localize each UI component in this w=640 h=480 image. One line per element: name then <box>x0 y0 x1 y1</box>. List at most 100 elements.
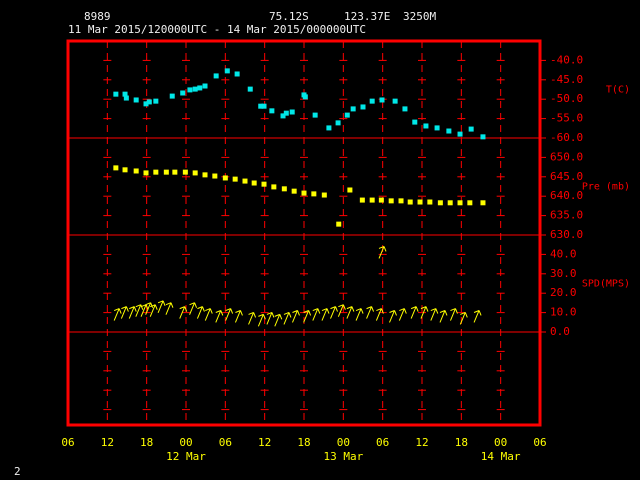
x-tick-label: 12 <box>258 436 271 449</box>
y-tick-label: -50.0 <box>550 92 583 105</box>
point <box>212 173 218 179</box>
y-tick-label: -40.0 <box>550 53 583 66</box>
point <box>261 181 267 187</box>
x-tick-label: 12 <box>101 436 114 449</box>
wind-arrow <box>266 311 275 325</box>
y-tick-label: 0.0 <box>550 325 570 338</box>
wind-arrow <box>165 302 174 315</box>
wind-arrow <box>303 310 312 323</box>
wind-arrow <box>257 313 266 327</box>
y-axis-label: Pre (mb) <box>582 182 630 193</box>
point <box>192 86 198 92</box>
point <box>321 192 327 198</box>
point <box>468 126 474 132</box>
point <box>123 95 129 101</box>
x-tick-label: 06 <box>376 436 389 449</box>
point <box>398 198 404 204</box>
point <box>392 98 398 104</box>
point <box>437 200 443 206</box>
wind-arrow <box>473 310 482 323</box>
point <box>457 200 463 206</box>
point <box>271 184 277 190</box>
point <box>146 99 152 105</box>
y-tick-label: -45.0 <box>550 73 583 86</box>
period: 11 Mar 2015/120000UTC - 14 Mar 2015/0000… <box>68 23 366 36</box>
point <box>242 178 248 184</box>
wind-arrow <box>375 308 384 321</box>
point <box>153 98 159 104</box>
wind-arrow <box>135 304 144 317</box>
y-tick-label: 645.0 <box>550 170 583 183</box>
point <box>344 112 350 118</box>
point <box>163 169 169 175</box>
wind-arrow <box>204 308 213 321</box>
wind-arrow <box>346 306 355 319</box>
point <box>197 85 203 91</box>
point <box>417 199 423 205</box>
page-number: 2 <box>14 465 21 478</box>
wind-arrow <box>430 308 439 321</box>
frame <box>66 39 542 427</box>
point <box>122 167 128 173</box>
wind-arrow <box>274 313 283 327</box>
point <box>359 197 365 203</box>
wind-arrow <box>149 304 158 317</box>
wind-arrow <box>389 310 397 323</box>
y-tick-label: 20.0 <box>550 286 577 299</box>
point <box>301 190 307 196</box>
point <box>336 221 342 227</box>
point <box>467 200 473 206</box>
x-tick-label: 06 <box>61 436 74 449</box>
y-axis-label: T(C) <box>606 85 630 96</box>
wind-arrow <box>225 308 234 321</box>
x-tick-label: 06 <box>219 436 232 449</box>
y-tick-label: 30.0 <box>550 267 577 280</box>
point <box>423 123 429 129</box>
point <box>261 103 267 109</box>
x-tick-label: 06 <box>533 436 546 449</box>
wind-arrow <box>337 304 346 317</box>
point <box>378 197 384 203</box>
point <box>434 125 440 131</box>
point <box>402 106 408 112</box>
wind-arrow <box>283 311 292 325</box>
wind-arrow <box>145 302 154 315</box>
x-tick-label: 18 <box>140 436 153 449</box>
wind-arrow <box>248 311 257 325</box>
point <box>457 131 463 137</box>
point <box>412 119 418 125</box>
x-date-label: 12 Mar <box>166 450 206 463</box>
point <box>182 169 188 175</box>
wind-arrow <box>234 310 243 323</box>
point <box>172 169 178 175</box>
wind-arrow <box>410 306 419 319</box>
wind-arrow <box>120 306 129 319</box>
point <box>289 109 295 115</box>
x-tick-label: 12 <box>415 436 428 449</box>
wind-arrow <box>312 308 321 321</box>
point <box>247 86 253 92</box>
point <box>280 113 286 119</box>
point <box>187 87 193 93</box>
point <box>202 172 208 178</box>
point <box>291 188 297 194</box>
point <box>169 93 175 99</box>
wind-arrow <box>157 300 166 313</box>
wind-arrow <box>330 306 338 319</box>
point <box>360 104 366 110</box>
point <box>388 198 394 204</box>
point <box>369 197 375 203</box>
wind-arrow <box>378 245 387 259</box>
point <box>122 91 128 97</box>
point <box>234 71 240 77</box>
wind-arrow <box>189 302 198 315</box>
point <box>113 91 119 97</box>
point <box>269 108 275 114</box>
x-tick-label: 00 <box>494 436 507 449</box>
wind-arrow <box>215 310 224 323</box>
y-tick-label: 630.0 <box>550 228 583 241</box>
wind-arrow <box>366 306 375 319</box>
wind-arrow <box>179 306 188 319</box>
